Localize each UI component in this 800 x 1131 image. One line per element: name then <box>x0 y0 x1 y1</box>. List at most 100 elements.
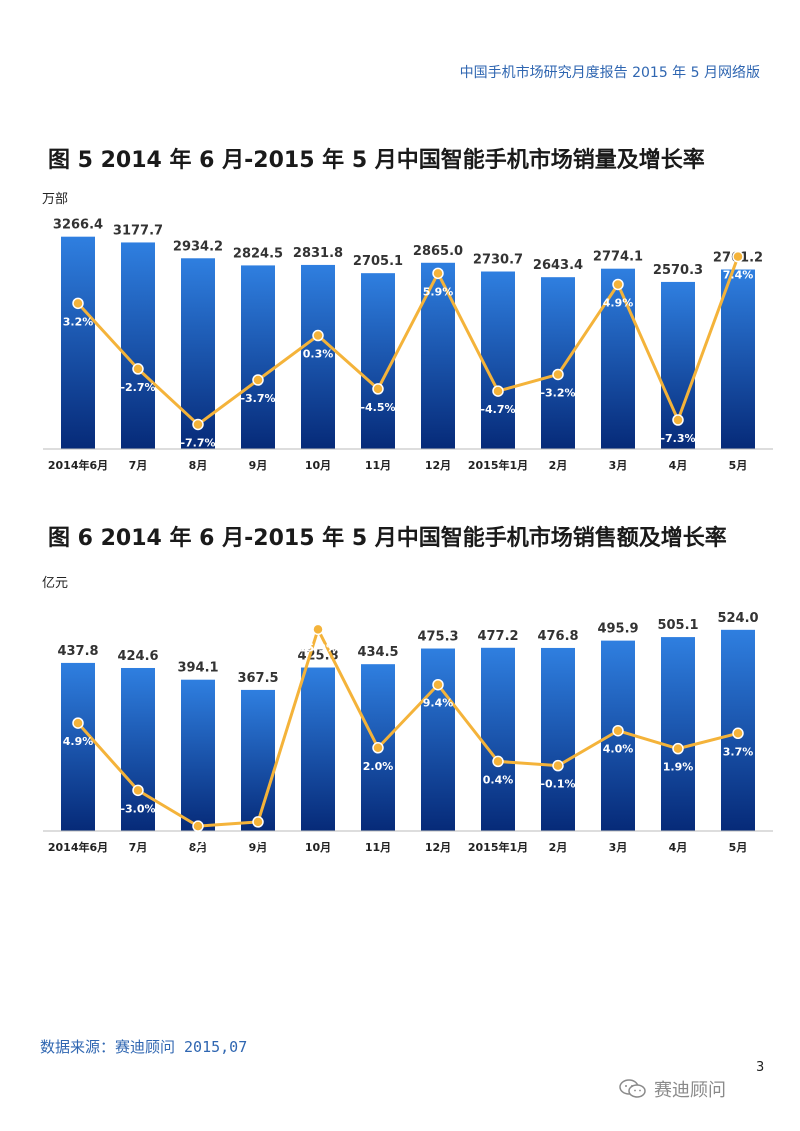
growth-point <box>492 385 504 397</box>
bar-value-label: 476.8 <box>537 629 578 644</box>
bar-value-label: 437.8 <box>57 644 98 659</box>
figure-6-chart: 437.82014年6月424.67月394.18月367.59月425.810… <box>43 611 773 854</box>
bar-value-label: 2643.4 <box>533 258 583 273</box>
bar-value-label: 2570.3 <box>653 263 703 278</box>
x-tick-label: 12月 <box>425 459 451 472</box>
growth-point <box>732 250 744 263</box>
growth-point <box>132 784 144 797</box>
growth-label: 2.0% <box>363 760 394 773</box>
watermark: 赛迪顾问 <box>618 1076 726 1102</box>
x-tick-label: 9月 <box>249 841 268 854</box>
bar <box>541 647 575 831</box>
growth-label: 0.3% <box>303 348 334 361</box>
bar <box>721 269 755 449</box>
growth-point <box>552 368 564 381</box>
growth-point <box>552 759 564 772</box>
bar <box>421 648 455 831</box>
growth-point <box>312 329 324 342</box>
bar-value-label: 2831.8 <box>293 246 343 261</box>
growth-label: 3.7% <box>723 745 754 758</box>
x-tick-label: 7月 <box>129 841 148 854</box>
bar-value-label: 2774.1 <box>593 250 643 265</box>
x-tick-label: 11月 <box>365 459 391 472</box>
figure-5-title: 图 5 2014 年 6 月-2015 年 5 月中国智能手机市场销量及增长率 <box>48 148 705 173</box>
x-tick-label: 2月 <box>549 459 568 472</box>
growth-label: -3.0% <box>120 802 155 815</box>
growth-point <box>432 267 444 280</box>
growth-point <box>732 727 744 740</box>
growth-label: -7.7% <box>180 436 215 449</box>
growth-label: 7.4% <box>723 269 754 282</box>
growth-point <box>192 418 204 431</box>
growth-label: -3.2% <box>540 386 575 399</box>
growth-point <box>672 414 684 426</box>
x-tick-label: 12月 <box>425 841 451 854</box>
growth-point <box>672 742 684 755</box>
bar <box>541 277 575 449</box>
growth-label: -6.7% <box>240 834 275 847</box>
bar-value-label: 524.0 <box>717 611 758 626</box>
x-tick-label: 11月 <box>365 841 391 854</box>
x-tick-label: 10月 <box>305 459 331 472</box>
bar-value-label: 2934.2 <box>173 239 223 254</box>
growth-line <box>76 627 739 828</box>
growth-label: -7.2% <box>180 838 215 851</box>
growth-label: -2.7% <box>120 381 155 394</box>
bar <box>121 667 155 831</box>
x-tick-label: 8月 <box>189 459 208 472</box>
bar-value-label: 495.9 <box>597 622 638 637</box>
bar <box>121 242 155 449</box>
growth-label: 3.2% <box>63 315 94 328</box>
x-tick-label: 4月 <box>669 841 688 854</box>
bar-value-label: 2824.5 <box>233 246 283 261</box>
watermark-text: 赛迪顾问 <box>654 1080 726 1101</box>
figure-6-unit: 亿元 <box>42 576 69 591</box>
growth-label: 15.9% <box>299 641 337 654</box>
growth-label: 4.9% <box>63 735 94 748</box>
growth-point <box>372 742 384 754</box>
x-tick-label: 3月 <box>609 459 628 472</box>
growth-point <box>72 297 84 310</box>
x-tick-label: 4月 <box>669 459 688 472</box>
bar <box>301 667 335 831</box>
growth-label: -4.5% <box>360 401 395 414</box>
figure-6-title: 图 6 2014 年 6 月-2015 年 5 月中国智能手机市场销售额及增长率 <box>48 526 727 551</box>
bar <box>181 679 215 831</box>
bar <box>481 271 515 449</box>
growth-label: 9.4% <box>423 697 454 710</box>
page-number: 3 <box>756 1060 765 1075</box>
growth-point <box>192 820 204 832</box>
bar <box>61 236 95 449</box>
figure-5-chart: 3266.4 2014年6月 3177.7 7月 2934.2 8月 2824.5 9月 283… <box>43 218 773 472</box>
x-tick-label: 2014年6月 <box>48 840 108 854</box>
bar <box>601 268 635 449</box>
growth-label: -4.7% <box>480 403 515 416</box>
growth-point <box>492 755 504 768</box>
bar <box>61 662 95 831</box>
x-tick-label: 2014年6月 <box>48 458 108 472</box>
data-source: 数据来源：赛迪顾问 2015,07 <box>40 1038 248 1056</box>
x-tick-label: 9月 <box>249 459 268 472</box>
growth-label: 1.9% <box>663 761 694 774</box>
bar-value-label: 475.3 <box>417 630 458 645</box>
bar <box>661 637 695 831</box>
x-tick-label: 3月 <box>609 841 628 854</box>
bar-value-label: 505.1 <box>657 618 698 633</box>
x-tick-label: 7月 <box>129 459 148 472</box>
bar-value-label: 3177.7 <box>113 223 163 238</box>
growth-label: 0.4% <box>483 773 514 786</box>
growth-point <box>252 816 264 828</box>
bar-value-label: 424.6 <box>117 649 158 664</box>
bar <box>361 273 395 449</box>
bar <box>241 265 275 449</box>
x-tick-label: 5月 <box>729 841 748 854</box>
x-tick-label: 2月 <box>549 841 568 854</box>
x-tick-label: 10月 <box>305 841 331 854</box>
bar-value-label: 394.1 <box>177 661 218 676</box>
growth-label: -7.3% <box>660 432 695 445</box>
growth-point <box>432 678 444 691</box>
growth-label: -3.7% <box>240 392 275 405</box>
bar-value-label: 477.2 <box>477 629 518 644</box>
bar <box>301 264 335 449</box>
x-tick-label: 5月 <box>729 459 748 472</box>
